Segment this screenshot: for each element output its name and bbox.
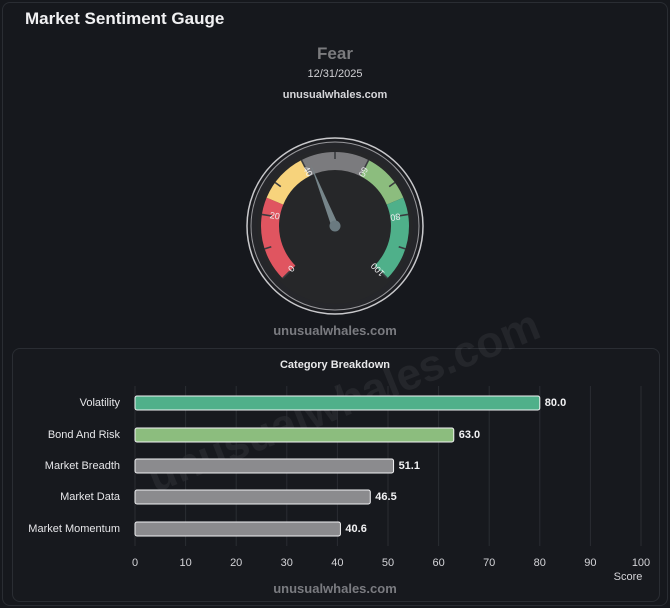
gauge-tick-20: [261, 213, 272, 217]
gauge-band-4: [374, 197, 409, 279]
gauge-source: unusualwhales.com: [282, 89, 388, 101]
gauge-title: Fear: [317, 44, 353, 63]
value-label-market-data: 46.5: [375, 491, 396, 503]
x-axis-label: Score: [614, 571, 643, 583]
x-tick-label-0: 0: [132, 557, 138, 569]
value-label-market-breadth: 51.1: [399, 460, 420, 472]
x-tick-label-20: 20: [230, 557, 242, 569]
gauge-needle: [310, 164, 339, 228]
gauge-band-1: [266, 160, 310, 205]
bar-market-momentum: [134, 521, 341, 537]
gauge-tick-90: [398, 245, 406, 250]
x-tick-label-50: 50: [382, 557, 394, 569]
value-label-volatility: 80.0: [545, 397, 566, 409]
category-label-market-data: Market Data: [60, 491, 121, 503]
category-label-market-momentum: Market Momentum: [28, 523, 120, 535]
x-tick-label-40: 40: [331, 557, 343, 569]
gauge-tick-label-20: 20: [269, 210, 280, 221]
gauge-watermark: unusualwhales.com: [273, 323, 397, 338]
page-title: Market Sentiment Gauge: [25, 9, 225, 28]
gauge-tick-30: [274, 181, 282, 188]
gauge-date: 12/31/2025: [307, 68, 363, 80]
bar-volatility: [134, 395, 541, 411]
gauge-tick-label-0: 0: [286, 263, 297, 274]
x-tick-label-90: 90: [584, 557, 596, 569]
x-tick-label-60: 60: [432, 557, 444, 569]
x-tick-label-100: 100: [632, 557, 650, 569]
gauge-band-2: [301, 152, 369, 177]
value-label-market-momentum: 40.6: [345, 523, 366, 535]
x-tick-label-70: 70: [483, 557, 495, 569]
gauge-needle-hub: [329, 220, 341, 232]
value-label-bond-and-risk: 63.0: [459, 429, 480, 441]
category-label-market-breadth: Market Breadth: [45, 460, 120, 472]
gauge-tick-label-60: 60: [357, 165, 370, 178]
bar-bond-and-risk: [134, 427, 455, 443]
gauge-band-3: [360, 160, 404, 205]
bar-market-breadth: [134, 458, 395, 474]
gauge-tick-80: [398, 213, 409, 217]
category-breakdown-panel: [12, 348, 660, 602]
gauge-tick-60: [363, 159, 370, 170]
category-label-bond-and-risk: Bond And Risk: [48, 429, 121, 441]
gauge-tick-40: [300, 159, 307, 170]
x-tick-label-10: 10: [179, 557, 191, 569]
gauge-tick-label-80: 80: [390, 211, 401, 222]
x-tick-label-80: 80: [534, 557, 546, 569]
gauge-band-0: [261, 197, 296, 279]
gauge-tick-10: [264, 245, 272, 250]
breakdown-title: Category Breakdown: [279, 359, 391, 371]
gauge-tick-70: [388, 181, 396, 188]
x-tick-label-30: 30: [281, 557, 293, 569]
category-label-volatility: Volatility: [80, 397, 121, 409]
gauge-tick-100: [379, 270, 388, 279]
bar-market-data: [134, 489, 371, 505]
gauge-tick-0: [282, 270, 291, 279]
gauge-tick-label-40: 40: [301, 165, 314, 178]
bar-watermark: unusualwhales.com: [273, 581, 397, 596]
